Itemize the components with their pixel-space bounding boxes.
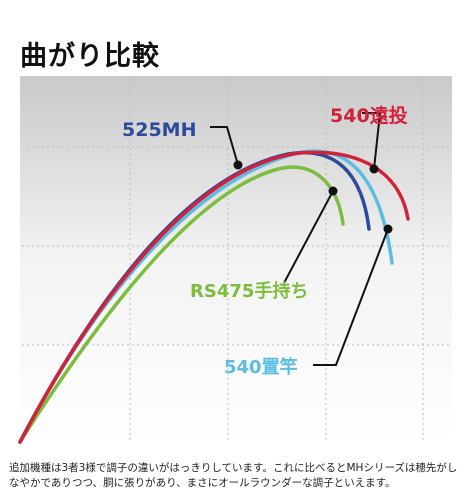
curves (18, 149, 410, 444)
grid (22, 78, 450, 440)
bend-comparison-diagram: 525MH 540遠投 RS475手持ち 540置竿 (18, 76, 452, 444)
chart-panel (20, 76, 452, 442)
curve-label-rs475: RS475手持ち (190, 280, 308, 302)
curve-rs475 (18, 165, 345, 444)
curve-540遠投 (18, 150, 410, 444)
leader-lines (210, 112, 389, 366)
markers (233, 160, 393, 234)
curve-label-525mh: 525MH (122, 119, 196, 141)
curve-label-540遠投: 540遠投 (330, 104, 408, 127)
caption: 追加機種は3者3様で調子の違いがはっきりしています。これに比べるとMHシリーズは… (9, 462, 458, 489)
curve-label-540置竿: 540置竿 (224, 356, 298, 378)
page-title: 曲がり比較 (20, 41, 160, 72)
